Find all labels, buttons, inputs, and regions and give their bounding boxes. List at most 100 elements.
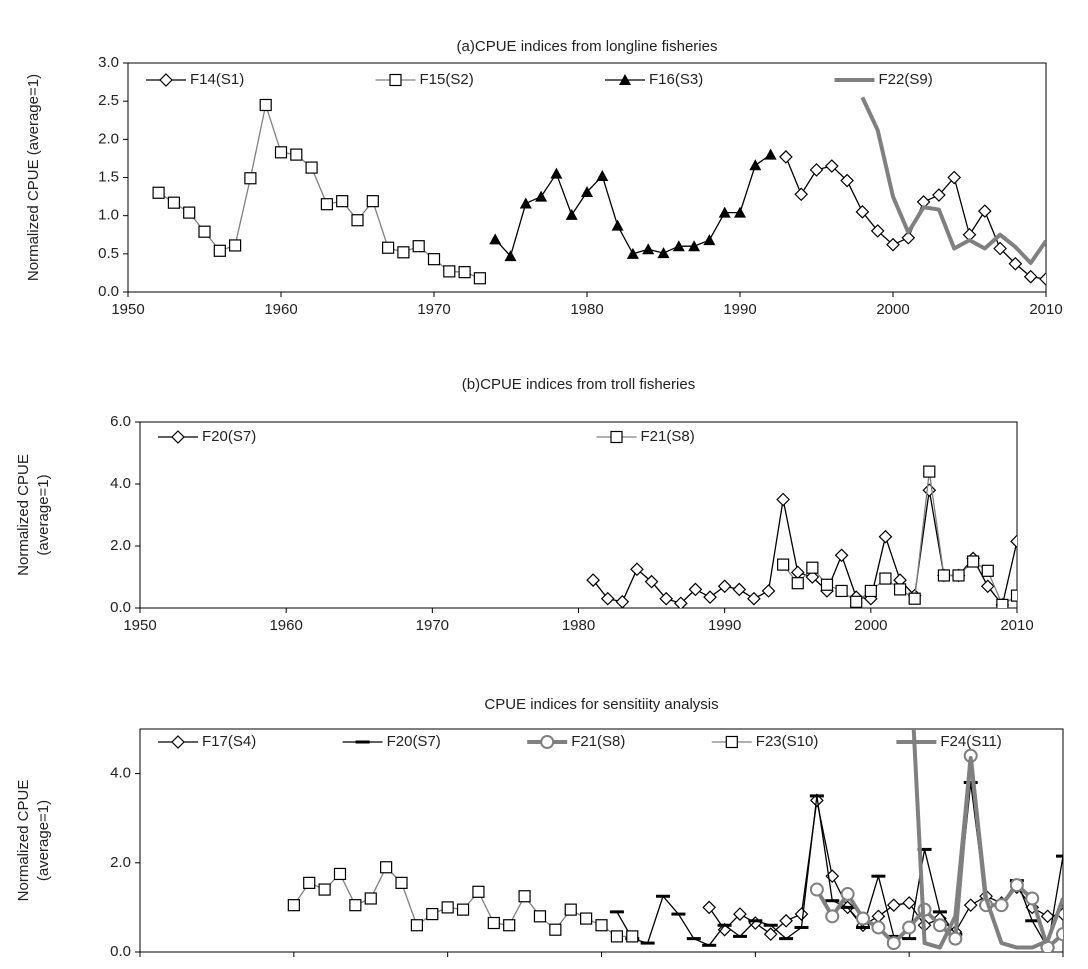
marker xyxy=(947,170,962,185)
marker xyxy=(779,150,793,164)
marker xyxy=(1039,272,1046,286)
x-tick-label: 1970 xyxy=(417,301,450,318)
marker xyxy=(229,239,242,252)
marker xyxy=(382,241,395,254)
marker xyxy=(395,876,408,889)
marker xyxy=(806,561,819,574)
marker xyxy=(923,465,936,478)
y-axis-label: Normalized CPUE xyxy=(15,454,32,576)
x-tick-label: 1990 xyxy=(723,301,756,318)
marker xyxy=(993,241,1007,256)
legend-entry: F14(S1) xyxy=(146,71,244,88)
chart-title: CPUE indices for sensitiity analysis xyxy=(484,696,718,713)
marker xyxy=(981,564,994,577)
legend-label: F16(S3) xyxy=(649,71,703,88)
marker xyxy=(1025,891,1040,906)
marker xyxy=(389,73,402,87)
marker xyxy=(980,579,995,594)
marker xyxy=(586,573,600,587)
series-line xyxy=(158,104,481,279)
legend-entry: F23(S10) xyxy=(711,733,819,750)
marker xyxy=(688,240,701,252)
x-tick-label: 1950 xyxy=(123,617,156,634)
marker xyxy=(159,73,173,87)
panel: (b)CPUE indices from troll fisheries Norm… xyxy=(15,376,1034,634)
y-axis-label: (average=1) xyxy=(35,474,52,555)
marker xyxy=(644,574,659,589)
marker xyxy=(630,562,644,577)
marker xyxy=(366,195,379,208)
marker xyxy=(397,246,410,259)
marker xyxy=(672,240,685,252)
marker xyxy=(303,876,316,889)
marker xyxy=(932,188,946,202)
marker xyxy=(834,548,849,563)
plot-frame xyxy=(127,62,1047,293)
marker xyxy=(901,230,916,245)
legend-label: F23(S10) xyxy=(756,733,819,750)
y-tick-label: 4.0 xyxy=(110,765,131,782)
marker xyxy=(850,595,863,608)
marker xyxy=(171,735,185,749)
series-line xyxy=(494,154,771,257)
plot-area xyxy=(586,465,1017,608)
marker xyxy=(503,919,516,932)
marker xyxy=(657,247,670,259)
marker xyxy=(581,186,593,198)
legend-label: F22(S9) xyxy=(879,71,933,88)
y-tick-label: 2.5 xyxy=(98,92,119,109)
marker xyxy=(886,898,901,913)
marker xyxy=(733,907,747,921)
marker xyxy=(626,247,639,259)
marker xyxy=(167,196,180,209)
marker xyxy=(441,901,454,914)
marker xyxy=(183,206,196,219)
marker xyxy=(1009,878,1024,893)
marker xyxy=(996,598,1009,608)
marker xyxy=(977,204,992,218)
marker xyxy=(825,909,840,924)
legend-label: F20(S7) xyxy=(202,428,256,445)
marker xyxy=(349,899,362,912)
series-line xyxy=(911,729,1063,950)
legend-label: F20(S7) xyxy=(387,733,441,750)
marker xyxy=(600,591,615,606)
marker xyxy=(703,590,717,604)
marker xyxy=(688,582,703,597)
legend-entry: F21(S8) xyxy=(527,733,625,750)
marker xyxy=(893,583,907,596)
marker xyxy=(902,920,917,935)
marker xyxy=(763,927,778,942)
marker xyxy=(427,253,441,266)
panel: (a)CPUE indices from longline fisheries N… xyxy=(25,38,1063,318)
marker xyxy=(922,483,937,498)
marker xyxy=(610,430,623,444)
marker xyxy=(610,930,623,943)
x-tick-label: 2010 xyxy=(1000,617,1033,634)
marker xyxy=(761,584,776,598)
y-axis-label: Normalized CPUE xyxy=(15,780,32,902)
marker xyxy=(718,206,731,218)
legend-entry: F15(S2) xyxy=(375,71,474,88)
marker xyxy=(351,214,364,227)
plot-area xyxy=(287,729,1063,952)
marker xyxy=(533,910,547,923)
marker xyxy=(443,265,456,278)
marker xyxy=(805,570,820,584)
y-tick-label: 2.0 xyxy=(110,537,131,554)
marker xyxy=(519,197,532,209)
marker xyxy=(994,898,1009,913)
marker xyxy=(504,250,517,262)
marker xyxy=(879,572,892,585)
panel: CPUE indices for sensitiity analysis Norm… xyxy=(15,696,1080,969)
marker xyxy=(840,887,855,902)
marker xyxy=(809,163,824,177)
marker xyxy=(336,195,349,208)
y-tick-label: 1.0 xyxy=(98,207,119,224)
legend-entry: F17(S4) xyxy=(158,733,256,750)
marker xyxy=(908,592,921,605)
marker xyxy=(703,234,716,246)
marker xyxy=(472,885,485,898)
marker xyxy=(659,591,674,606)
